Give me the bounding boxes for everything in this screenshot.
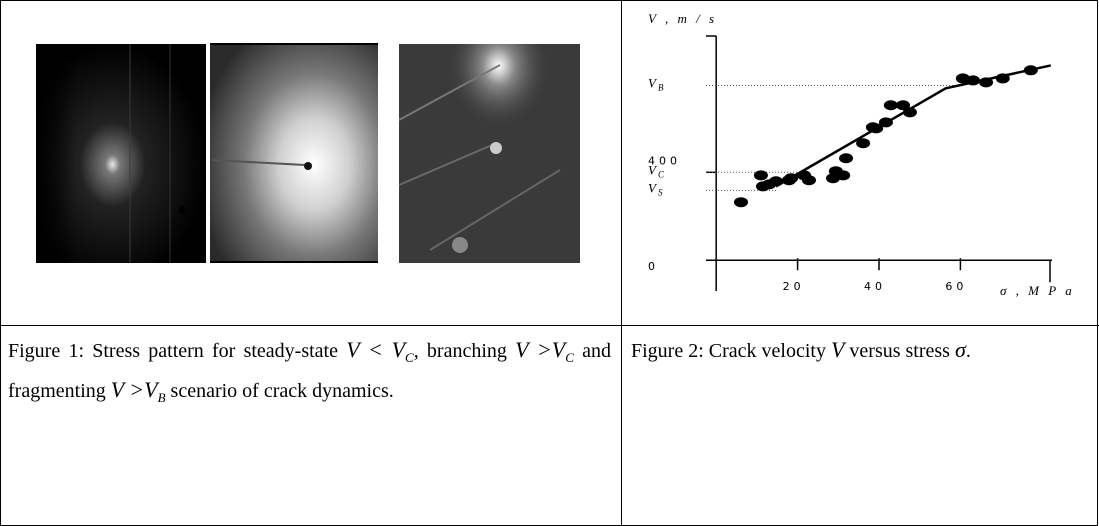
data-point (836, 170, 851, 181)
caption-subscript: B (157, 390, 166, 405)
caption-math: σ (954, 337, 966, 362)
data-point (734, 197, 749, 208)
caption-text: versus stress (844, 340, 955, 362)
data-point (869, 123, 884, 134)
level-main: V (648, 180, 658, 195)
caption-text: . (965, 340, 971, 362)
data-point (839, 153, 854, 164)
data-point (801, 175, 816, 186)
data-point (784, 173, 799, 184)
figure-2-caption: Figure 2: Crack velocity V versus stress… (631, 334, 1086, 367)
data-point (995, 73, 1010, 84)
caption-math: V >V (110, 377, 158, 402)
y-tick-label: 0 (648, 260, 659, 273)
caption-subscript: C (405, 350, 414, 365)
data-point (902, 107, 917, 118)
data-point (878, 117, 893, 128)
fit-line (775, 64, 1052, 188)
data-point (966, 75, 981, 86)
y-tick-label: 400 (648, 154, 681, 167)
caption-text: Figure 1: Stress pattern for steady-stat… (8, 340, 347, 362)
data-point (769, 176, 784, 187)
x-tick-label: 20 (783, 280, 805, 293)
data-point (856, 138, 871, 149)
caption-math: V < V (346, 337, 406, 362)
caption-text: scenario of crack dynamics. (165, 380, 394, 402)
caption-math: V (830, 337, 845, 362)
caption-text: Figure 2: Crack velocity (631, 340, 831, 362)
stress-image-fragmenting (398, 44, 580, 263)
x-axis-label: σ , M P a (1000, 283, 1075, 298)
level-sub: S (658, 187, 663, 197)
x-tick-label: 60 (945, 280, 967, 293)
level-sub: C (658, 169, 665, 179)
data-point (883, 100, 898, 111)
data-point (896, 100, 911, 111)
data-point (753, 170, 768, 181)
caption-text: , branching (413, 340, 516, 362)
caption-text: and fragmenting (8, 340, 611, 402)
x-tick-label: 40 (864, 280, 886, 293)
data-point (1023, 65, 1038, 76)
stress-image-branching (210, 43, 378, 263)
caption-math: V >V (515, 337, 566, 362)
y-axis-label: V , m / s (648, 11, 717, 26)
figure-1-caption: Figure 1: Stress pattern for steady-stat… (8, 334, 611, 414)
level-main: V (648, 162, 658, 177)
data-point (979, 77, 994, 88)
caption-subscript: C (565, 350, 574, 365)
level-main: V (648, 75, 658, 90)
level-sub: B (658, 83, 664, 93)
stress-image-steady (36, 44, 206, 263)
